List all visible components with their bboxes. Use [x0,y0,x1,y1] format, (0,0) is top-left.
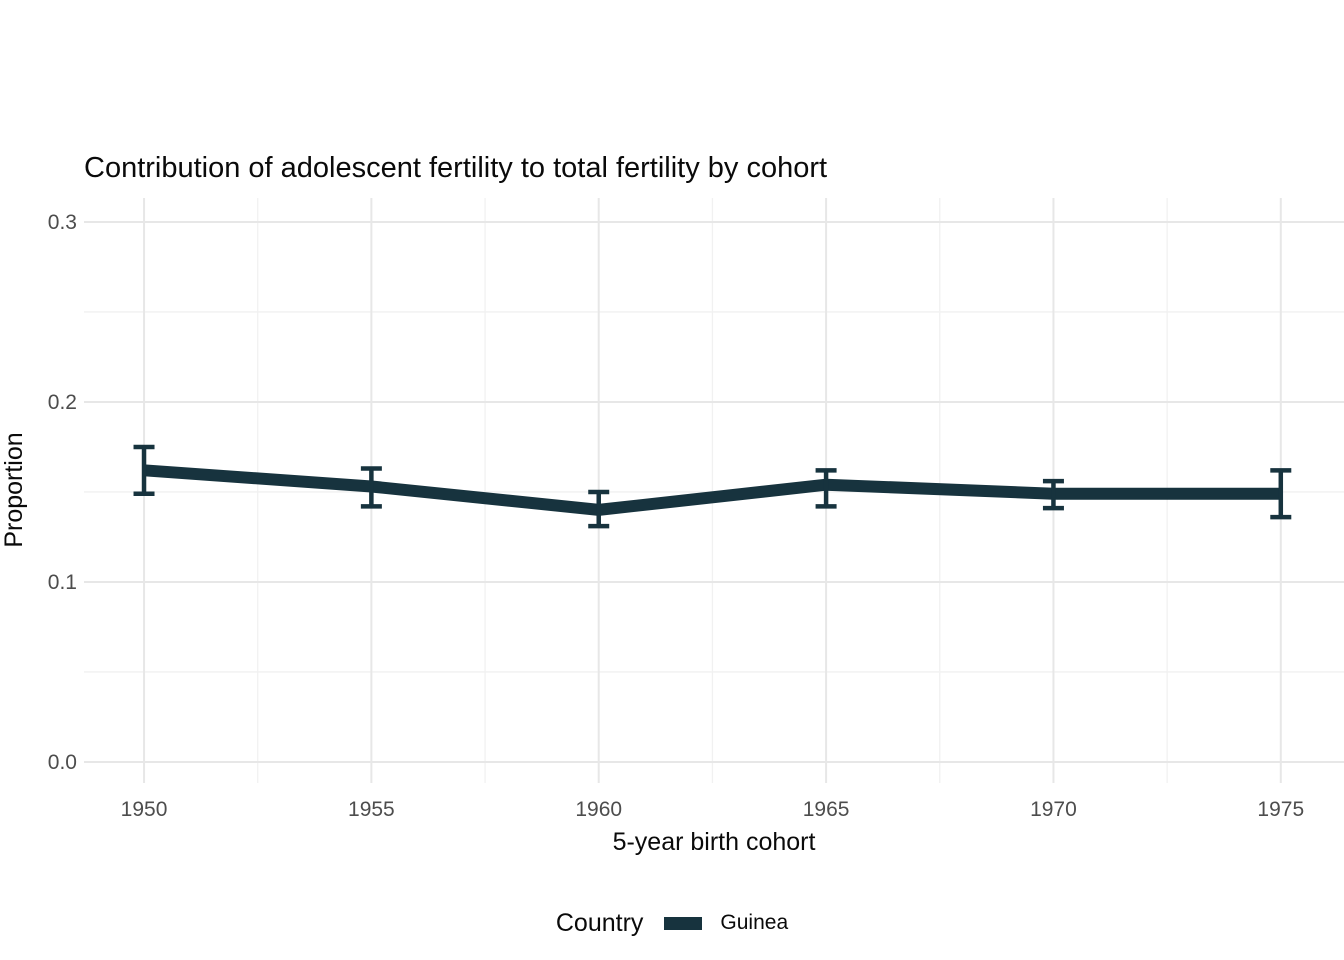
y-tick-label: 0.3 [48,211,77,234]
y-tick-label: 0.2 [48,391,77,414]
x-tick-label: 1970 [1030,798,1077,821]
x-tick-label: 1955 [348,798,395,821]
x-axis-title: 5-year birth cohort [613,828,816,856]
y-axis-title: Proportion [0,432,28,547]
x-tick-label: 1950 [121,798,168,821]
y-tick-label: 0.1 [48,571,77,594]
legend-title: Country [555,908,644,937]
error-bar [815,468,837,509]
x-tick-label: 1960 [575,798,622,821]
error-bar [133,444,155,496]
series-layer [133,444,1292,529]
legend-label-guinea: Guinea [720,911,789,934]
tick-layer: 1950 1955 1960 1965 1970 1975 0.0 0.1 0.2 0.3 [48,211,1304,821]
series-line-guinea [143,464,1281,516]
error-bar [1042,478,1064,511]
error-bar [360,466,382,509]
x-tick-label: 1965 [803,798,850,821]
x-tick-label: 1975 [1257,798,1304,821]
error-bar [1270,468,1292,520]
plot-title: Contribution of adolescent fertility to … [84,152,827,184]
error-bar [588,489,610,529]
legend: Country Guinea [0,903,1344,943]
legend-key-swatch [664,916,703,930]
y-tick-label: 0.0 [48,751,77,774]
